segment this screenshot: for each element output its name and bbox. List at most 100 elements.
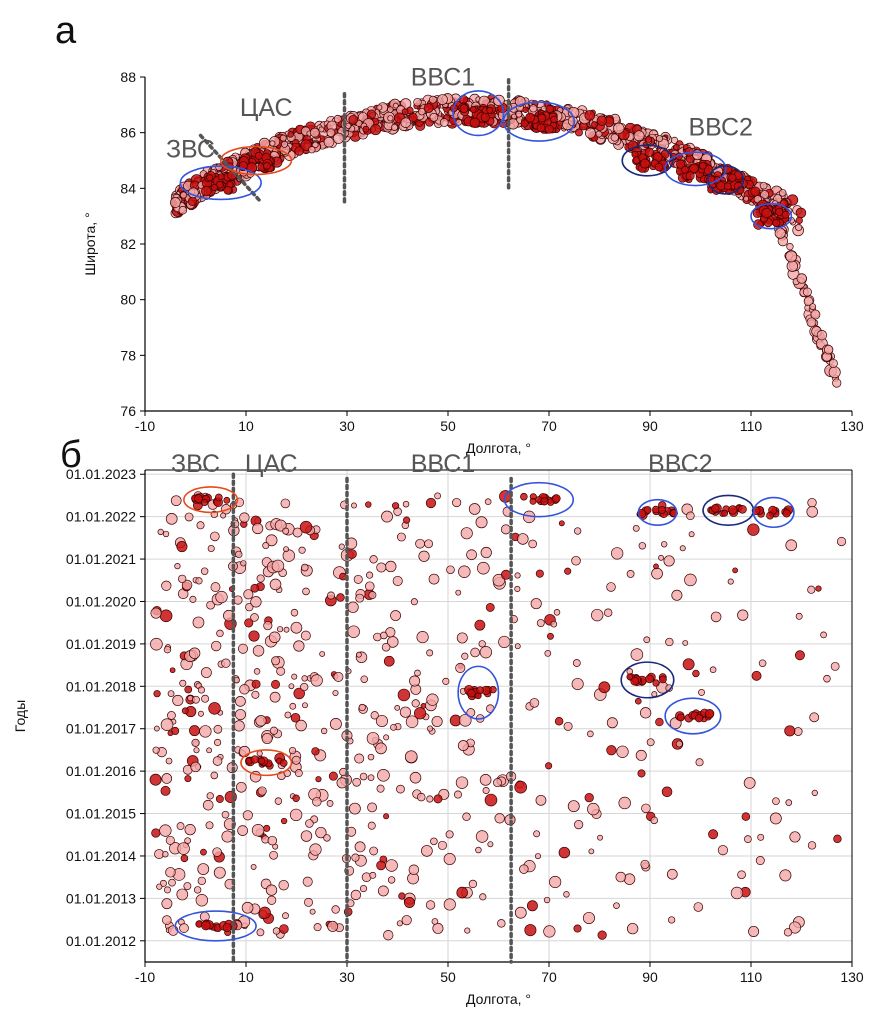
y-tick-label: 01.01.2017 bbox=[66, 721, 136, 737]
x-tick-label: 50 bbox=[440, 969, 456, 985]
data-point bbox=[584, 793, 594, 803]
data-point bbox=[223, 186, 233, 195]
data-point bbox=[328, 771, 338, 781]
data-point bbox=[403, 516, 411, 524]
data-point bbox=[390, 723, 397, 731]
data-point bbox=[269, 726, 279, 735]
data-point bbox=[544, 124, 554, 134]
data-point bbox=[480, 112, 490, 122]
data-point bbox=[591, 121, 598, 129]
data-point bbox=[646, 738, 655, 747]
data-point bbox=[153, 690, 161, 698]
data-point bbox=[210, 582, 221, 593]
data-point bbox=[251, 690, 260, 699]
data-point bbox=[153, 725, 160, 732]
data-point bbox=[750, 186, 761, 197]
data-point bbox=[222, 923, 232, 933]
data-point bbox=[252, 522, 264, 535]
data-point bbox=[394, 705, 401, 711]
data-point bbox=[333, 671, 344, 682]
data-point bbox=[377, 769, 390, 782]
data-point bbox=[235, 550, 243, 559]
data-point bbox=[652, 679, 660, 687]
data-point bbox=[326, 800, 334, 807]
cluster-ellipse bbox=[621, 144, 674, 177]
data-point bbox=[192, 616, 205, 629]
data-point bbox=[238, 643, 248, 654]
data-point bbox=[747, 523, 760, 536]
data-point bbox=[553, 609, 561, 616]
data-point bbox=[365, 581, 375, 591]
data-point bbox=[256, 574, 265, 583]
data-point bbox=[245, 602, 254, 612]
data-point bbox=[744, 835, 752, 843]
data-point bbox=[489, 686, 497, 694]
data-point bbox=[615, 871, 627, 883]
data-point bbox=[215, 163, 223, 171]
data-point bbox=[190, 761, 201, 773]
data-point bbox=[309, 127, 320, 138]
chart-panel-a: -10 10 30 50 70 90 110 130 76 78 80 82 84 86 88 Долгота… bbox=[55, 10, 864, 456]
data-point bbox=[480, 546, 492, 559]
data-point bbox=[235, 781, 247, 793]
data-point bbox=[728, 173, 737, 182]
data-point bbox=[606, 745, 617, 756]
data-point bbox=[300, 563, 309, 572]
region-label: ВВС2 bbox=[688, 113, 752, 141]
data-point bbox=[396, 532, 406, 542]
data-point bbox=[786, 260, 799, 272]
data-point bbox=[487, 841, 494, 848]
data-point bbox=[318, 126, 325, 133]
data-point bbox=[291, 673, 298, 680]
data-point bbox=[369, 871, 377, 879]
x-tick-label: 70 bbox=[541, 969, 557, 985]
data-point bbox=[299, 520, 313, 534]
cluster-ellipse bbox=[240, 749, 293, 777]
data-point bbox=[530, 598, 542, 610]
data-point bbox=[828, 366, 841, 379]
data-point bbox=[524, 924, 537, 937]
data-point bbox=[367, 802, 377, 813]
data-point bbox=[177, 842, 190, 855]
data-point bbox=[347, 625, 360, 638]
data-point bbox=[380, 631, 388, 640]
data-point bbox=[779, 869, 792, 882]
data-point bbox=[178, 206, 188, 215]
y-tick-label: 01.01.2021 bbox=[66, 551, 136, 567]
data-point bbox=[769, 812, 782, 825]
y-tick-label: 82 bbox=[120, 236, 136, 252]
data-point bbox=[470, 647, 480, 658]
data-point bbox=[682, 658, 695, 671]
data-point bbox=[493, 778, 502, 788]
data-point bbox=[741, 812, 751, 821]
y-tick-label: 01.01.2013 bbox=[66, 890, 136, 906]
data-point bbox=[353, 574, 363, 584]
data-point bbox=[183, 882, 192, 891]
y-tick-label: 01.01.2018 bbox=[66, 678, 136, 694]
data-point bbox=[413, 97, 422, 107]
data-point bbox=[409, 675, 421, 687]
data-point bbox=[223, 496, 231, 504]
data-point bbox=[409, 771, 422, 784]
data-point bbox=[396, 784, 405, 794]
data-point bbox=[500, 569, 511, 580]
data-point bbox=[421, 845, 433, 857]
data-point bbox=[415, 538, 425, 549]
data-point bbox=[774, 227, 786, 239]
data-point bbox=[267, 835, 278, 846]
data-point bbox=[399, 706, 412, 718]
data-point bbox=[558, 846, 571, 859]
data-point bbox=[535, 794, 547, 806]
data-point bbox=[200, 567, 209, 575]
data-point bbox=[283, 626, 290, 633]
data-point bbox=[529, 497, 537, 505]
data-point bbox=[429, 112, 439, 122]
data-point bbox=[375, 714, 388, 727]
scatter-points bbox=[149, 490, 847, 941]
data-point bbox=[178, 574, 187, 584]
data-point bbox=[251, 679, 261, 689]
data-point bbox=[189, 725, 200, 737]
y-tick-label: 84 bbox=[120, 180, 136, 196]
data-point bbox=[312, 797, 322, 807]
cluster-ellipse bbox=[179, 165, 262, 201]
